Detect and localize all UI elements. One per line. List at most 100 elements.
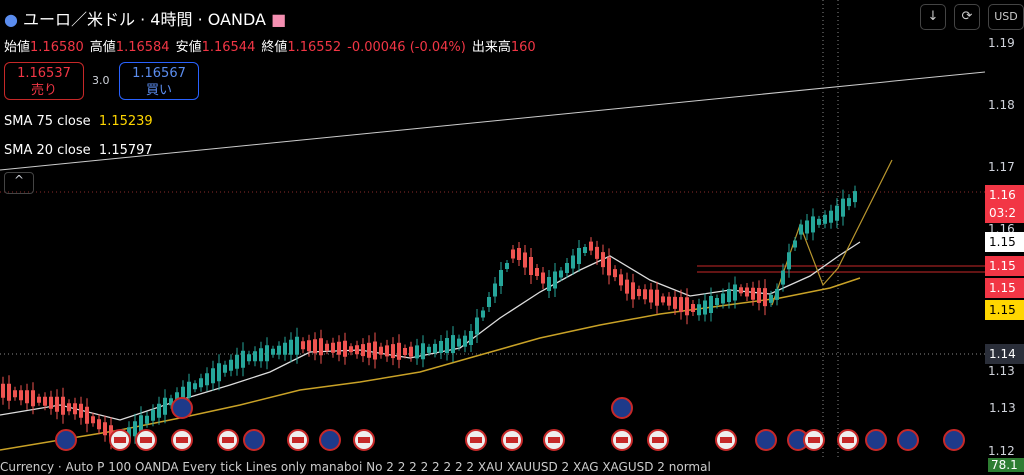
candle-body xyxy=(577,248,581,264)
candle-body xyxy=(127,427,131,440)
price-badge: 1.15 xyxy=(985,232,1024,252)
candle-body xyxy=(73,403,77,415)
candle-body xyxy=(109,425,113,442)
candle-body xyxy=(811,216,815,233)
price-badge: 1.15 xyxy=(985,300,1024,320)
event-flag xyxy=(720,437,732,443)
candle-body xyxy=(703,300,707,315)
ohlc-value: 1.16580 xyxy=(30,40,84,55)
candle-body xyxy=(241,350,245,368)
collapse-button[interactable]: ^ xyxy=(4,172,34,194)
candle-body xyxy=(277,345,281,355)
candle-body xyxy=(271,348,275,355)
price-badge: 1.15 xyxy=(985,256,1024,276)
candle-body xyxy=(499,270,503,286)
candle-body xyxy=(553,271,557,289)
candle-body xyxy=(103,422,107,436)
event-flag xyxy=(808,437,820,443)
candle-body xyxy=(649,289,653,303)
indicator-value: 1.15239 xyxy=(98,114,153,129)
candle-body xyxy=(511,249,515,259)
trend-line xyxy=(0,71,986,171)
candle-body xyxy=(439,340,443,353)
candle-body xyxy=(349,346,353,353)
candle-body xyxy=(49,396,53,409)
candle-body xyxy=(853,191,857,203)
candle-body xyxy=(757,287,761,303)
candle-body xyxy=(343,340,347,357)
candle-body xyxy=(361,344,365,357)
candle-body xyxy=(175,392,179,403)
candle-body xyxy=(1,383,5,398)
candle-body xyxy=(835,205,839,221)
candle-body xyxy=(295,336,299,355)
price-badge: 1.13 xyxy=(985,398,1024,418)
event-icon xyxy=(897,429,919,451)
ohlc-value: 1.16544 xyxy=(201,40,256,55)
candle-body xyxy=(505,263,509,269)
candle-body xyxy=(391,344,395,359)
candle-body xyxy=(307,340,311,352)
sell-price: 1.16537 xyxy=(17,66,71,81)
candle-body xyxy=(337,341,341,355)
candle-body xyxy=(97,419,101,430)
candle-body xyxy=(547,277,551,291)
sma-20 xyxy=(0,241,861,421)
ohlc-label: 終値 xyxy=(261,40,288,55)
candle-body xyxy=(85,406,89,424)
candle-body xyxy=(211,368,215,384)
candle-body xyxy=(799,224,803,235)
event-icons xyxy=(55,397,965,451)
ohlc-label: 高値 xyxy=(89,40,116,55)
candle-body xyxy=(163,397,167,415)
candle-body xyxy=(181,386,185,400)
ohlc-value: 1.16552 xyxy=(287,40,342,55)
volume-label: 出来高 xyxy=(471,40,511,55)
event-flag xyxy=(114,437,126,443)
candle-body xyxy=(745,287,749,297)
candle-body xyxy=(739,287,743,294)
currency-button[interactable]: USD xyxy=(988,4,1024,30)
candle-body xyxy=(643,289,647,300)
candle-body xyxy=(367,342,371,358)
symbol-title: ● ユーロ／米ドル · 4時間 · OANDA ■ xyxy=(4,10,287,29)
candle-body xyxy=(469,331,473,345)
replay-button[interactable]: ⟳ xyxy=(954,4,980,30)
event-icon xyxy=(243,429,265,451)
candle-body xyxy=(793,240,797,248)
candle-body xyxy=(829,210,833,223)
event-flag xyxy=(470,437,482,443)
candle-body xyxy=(7,383,11,401)
candle-body xyxy=(403,348,407,355)
candle-body xyxy=(199,378,203,388)
candle-body xyxy=(769,294,773,303)
indicator-name: SMA 75 close xyxy=(4,114,91,129)
indicator: SMA 20 close 1.15797 xyxy=(4,143,153,158)
event-flag xyxy=(548,437,560,443)
candle-body xyxy=(289,339,293,355)
candle-body xyxy=(661,296,665,303)
candle-body xyxy=(151,409,155,421)
candle-body xyxy=(283,342,287,355)
candle-body xyxy=(13,390,17,398)
candle-body xyxy=(319,338,323,356)
event-flag xyxy=(222,437,234,443)
sell-button[interactable]: 1.16537 売り xyxy=(4,62,84,100)
buy-button[interactable]: 1.16567 買い xyxy=(119,62,199,100)
candle-body xyxy=(655,289,659,306)
event-icon xyxy=(943,429,965,451)
download-button[interactable]: ↓ xyxy=(920,4,946,30)
candle-body xyxy=(481,310,485,318)
candle-body xyxy=(385,345,389,357)
candle-body xyxy=(433,343,437,353)
event-flag xyxy=(506,437,518,443)
event-icon xyxy=(55,429,77,451)
candle-body xyxy=(631,282,635,300)
price-label: 1.18 xyxy=(988,98,1015,112)
candle-body xyxy=(727,289,731,302)
ohlc-label: 安値 xyxy=(175,40,202,55)
candle-body xyxy=(841,198,845,217)
price-label: 1.12 xyxy=(988,444,1015,458)
ohlc-label: 始値 xyxy=(4,40,31,55)
